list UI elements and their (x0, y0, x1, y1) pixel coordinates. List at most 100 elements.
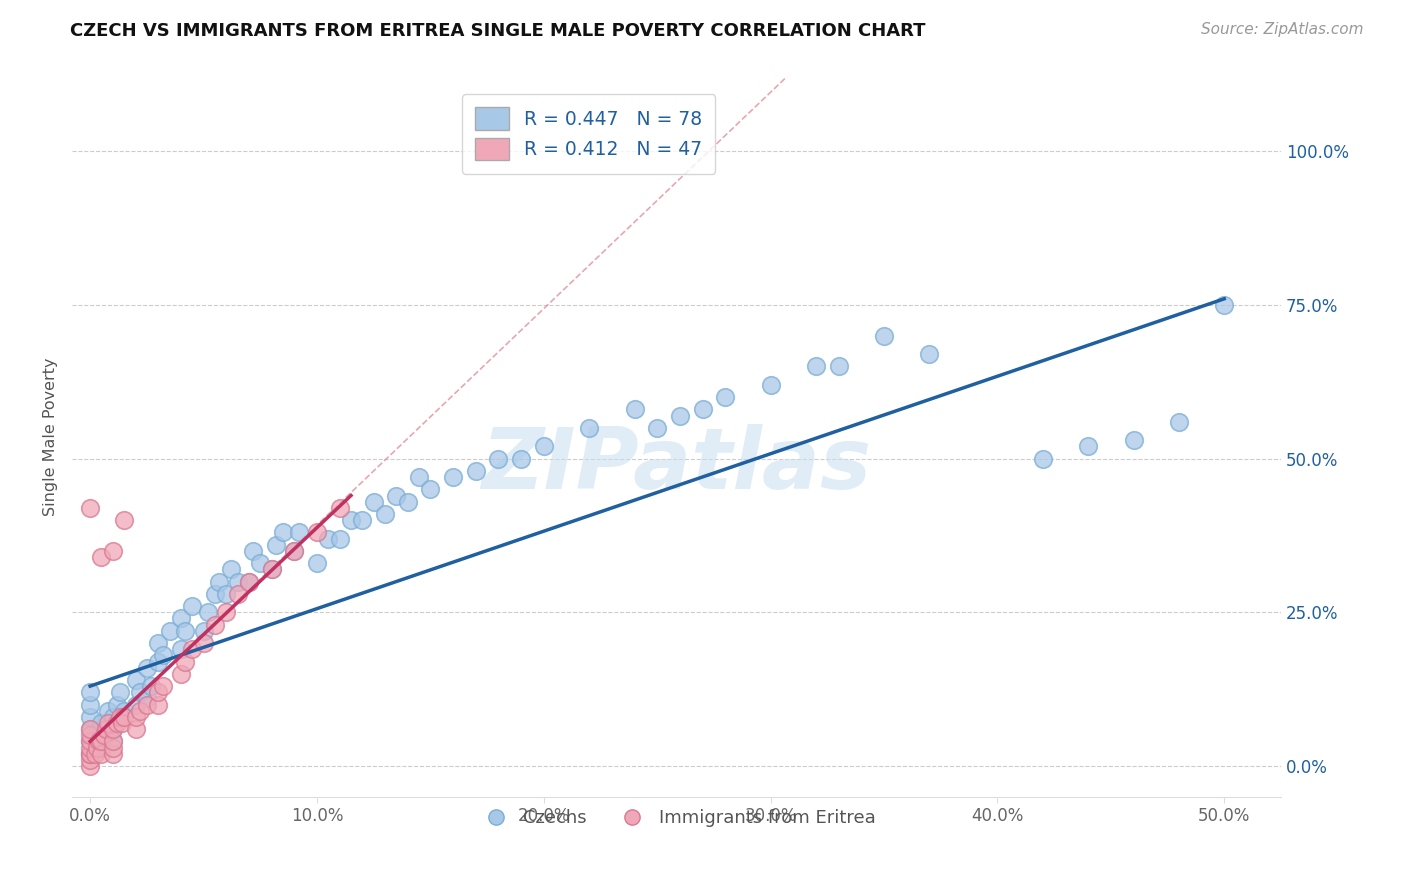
Point (181, 599, 204, 614)
Point (135, 661, 157, 675)
Point (79, 722, 101, 736)
Point (112, 704, 135, 718)
Point (90, 549, 112, 564)
Point (111, 716, 134, 731)
Point (181, 642, 204, 657)
Point (1122, 433, 1144, 447)
Point (101, 722, 124, 736)
Point (305, 556, 328, 570)
Point (79, 747, 101, 761)
Point (340, 513, 363, 527)
Point (260, 562, 283, 576)
Point (124, 698, 146, 712)
Point (329, 500, 352, 515)
Legend: Czechs, Immigrants from Eritrea: Czechs, Immigrants from Eritrea (471, 802, 883, 835)
Point (283, 544, 305, 558)
Point (148, 685, 170, 699)
Point (94, 728, 117, 742)
Text: ZIPatlas: ZIPatlas (481, 425, 872, 508)
Point (692, 402, 714, 417)
Point (79, 698, 101, 712)
Point (264, 538, 287, 552)
Point (124, 673, 146, 687)
Point (385, 489, 408, 503)
Point (124, 722, 146, 736)
Point (135, 698, 157, 712)
Point (101, 734, 124, 748)
Point (215, 587, 238, 601)
Point (83, 747, 105, 761)
Text: CZECH VS IMMIGRANTS FROM ERITREA SINGLE MALE POVERTY CORRELATION CHART: CZECH VS IMMIGRANTS FROM ERITREA SINGLE … (70, 22, 925, 40)
Point (374, 507, 396, 521)
Point (804, 359, 827, 374)
Point (152, 679, 174, 693)
Point (242, 544, 264, 558)
Point (827, 359, 849, 374)
Point (97, 704, 120, 718)
Point (101, 740, 124, 755)
Y-axis label: Single Male Poverty: Single Male Poverty (44, 358, 58, 516)
Point (408, 470, 430, 484)
Point (105, 698, 128, 712)
Point (124, 710, 146, 724)
Point (79, 734, 101, 748)
Point (759, 377, 782, 392)
Point (1167, 415, 1189, 429)
Point (419, 483, 441, 497)
Point (260, 562, 283, 576)
Point (89, 734, 111, 748)
Point (101, 710, 124, 724)
Point (170, 611, 193, 625)
Point (97, 716, 120, 731)
Point (90, 734, 112, 748)
Point (108, 685, 131, 699)
Point (141, 679, 163, 693)
Point (204, 617, 226, 632)
Point (79, 747, 101, 761)
Point (79, 728, 101, 742)
Point (79, 734, 101, 748)
Point (112, 710, 135, 724)
Point (193, 636, 215, 650)
Point (148, 655, 170, 669)
Point (129, 704, 152, 718)
Point (204, 587, 226, 601)
Point (238, 574, 260, 589)
Point (79, 500, 101, 515)
Point (305, 525, 328, 540)
Point (645, 421, 668, 435)
Point (174, 655, 197, 669)
Point (105, 716, 128, 731)
Point (208, 574, 231, 589)
Point (1077, 439, 1099, 453)
Point (90, 747, 112, 761)
Text: Source: ZipAtlas.com: Source: ZipAtlas.com (1201, 22, 1364, 37)
Point (226, 587, 249, 601)
Point (86, 740, 108, 755)
Point (215, 605, 238, 619)
Point (170, 642, 193, 657)
Point (219, 562, 242, 576)
Point (101, 722, 124, 736)
Point (510, 451, 533, 466)
Point (135, 691, 157, 706)
Point (90, 740, 112, 755)
Point (152, 648, 174, 663)
Point (873, 328, 896, 343)
Point (148, 636, 170, 650)
Point (441, 470, 464, 484)
Point (238, 574, 260, 589)
Point (578, 421, 600, 435)
Point (79, 747, 101, 761)
Point (112, 513, 135, 527)
Point (271, 525, 294, 540)
Point (714, 390, 737, 404)
Point (90, 716, 112, 731)
Point (148, 698, 170, 712)
Point (129, 685, 152, 699)
Point (193, 624, 215, 638)
Point (396, 494, 419, 508)
Point (94, 722, 117, 736)
Point (318, 532, 340, 546)
Point (101, 734, 124, 748)
